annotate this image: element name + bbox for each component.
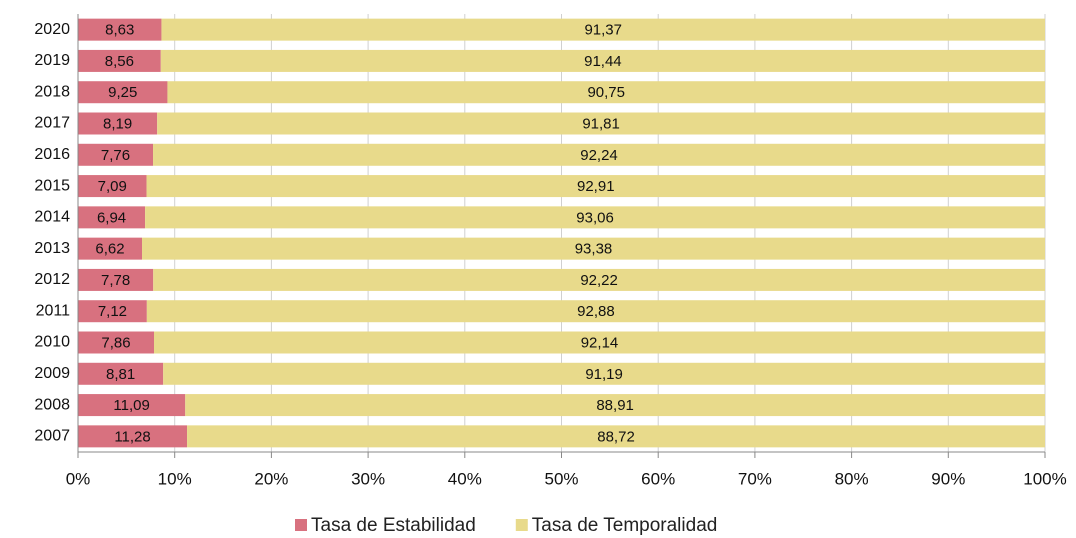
y-tick-label: 2010: [34, 334, 70, 351]
y-tick-label: 2018: [34, 83, 70, 100]
value-label: 7,78: [101, 272, 130, 289]
bar-segment: [78, 112, 158, 135]
y-tick-label: 2019: [34, 52, 70, 69]
x-tick-label: 30%: [351, 469, 385, 488]
bar-segment: [78, 362, 164, 385]
bar-segment: [78, 268, 154, 291]
value-label: 8,56: [105, 53, 134, 70]
x-tick-label: 80%: [835, 469, 869, 488]
y-tick-label: 2012: [34, 271, 70, 288]
x-tick-label: 100%: [1023, 469, 1066, 488]
value-label: 7,86: [101, 334, 130, 351]
bar-segment: [185, 394, 1045, 417]
bar-segment: [160, 49, 1045, 72]
bar-segment: [146, 300, 1045, 323]
y-tick-label: 2017: [34, 115, 70, 132]
bar-segment: [142, 237, 1046, 260]
legend-label: Tasa de Estabilidad: [311, 515, 476, 536]
value-label: 92,24: [580, 147, 618, 164]
x-tick-label: 90%: [931, 469, 965, 488]
bar-segment: [157, 112, 1046, 135]
value-label: 88,91: [596, 397, 634, 414]
legend-swatch: [515, 519, 528, 531]
value-label: 91,44: [584, 53, 622, 70]
bar-segment: [78, 81, 168, 104]
bar-segment: [78, 394, 186, 417]
value-label: 93,06: [576, 209, 614, 226]
value-label: 6,62: [95, 241, 124, 258]
value-label: 8,63: [105, 22, 134, 39]
x-tick-label: 20%: [254, 469, 288, 488]
legend-swatch: [295, 519, 307, 531]
bar-segment: [78, 18, 162, 41]
x-tick-label: 40%: [448, 469, 482, 488]
bar-segment: [163, 362, 1046, 385]
bar-segment: [78, 49, 161, 72]
bar-segment: [161, 18, 1046, 41]
value-label: 8,81: [106, 366, 135, 383]
x-tick-label: 0%: [66, 469, 91, 488]
bar-segment: [153, 268, 1045, 291]
bar-segment: [153, 143, 1046, 166]
value-label: 92,14: [581, 334, 619, 351]
bar-segment: [78, 331, 155, 354]
bar-segment: [154, 331, 1045, 354]
bar-segment: [78, 206, 146, 229]
bar-segment: [78, 237, 143, 260]
value-label: 92,88: [577, 303, 615, 320]
y-tick-label: 2011: [36, 302, 71, 319]
bar-segment: [78, 175, 147, 198]
value-label: 90,75: [587, 84, 625, 101]
bar-segment: [167, 81, 1045, 104]
y-tick-label: 2015: [34, 177, 70, 194]
legend-label: Tasa de Temporalidad: [532, 515, 718, 536]
x-tick-label: 60%: [641, 469, 675, 488]
value-label: 92,22: [580, 272, 618, 289]
value-label: 91,81: [582, 115, 620, 132]
bar-segment: [145, 206, 1045, 229]
value-label: 11,09: [113, 397, 149, 414]
x-tick-label: 70%: [738, 469, 772, 488]
value-label: 92,91: [577, 178, 615, 195]
y-tick-label: 2013: [34, 240, 70, 257]
y-tick-label: 2007: [34, 428, 70, 445]
value-label: 7,12: [98, 303, 127, 320]
y-tick-label: 2016: [34, 146, 70, 163]
value-label: 6,94: [97, 209, 126, 226]
y-tick-label: 2014: [34, 209, 70, 226]
y-tick-label: 2009: [34, 365, 70, 382]
bar-segment: [78, 300, 147, 323]
bar-segment: [78, 425, 188, 448]
y-tick-label: 2008: [34, 396, 70, 413]
value-label: 93,38: [575, 241, 613, 258]
value-label: 7,09: [98, 178, 127, 195]
value-label: 11,28: [114, 428, 150, 445]
value-label: 9,25: [108, 84, 137, 101]
value-label: 8,19: [103, 115, 132, 132]
x-tick-label: 10%: [158, 469, 192, 488]
x-tick-label: 50%: [544, 469, 578, 488]
value-label: 88,72: [597, 428, 635, 445]
value-label: 7,76: [101, 147, 130, 164]
bar-segment: [187, 425, 1045, 448]
value-label: 91,19: [585, 366, 623, 383]
value-label: 91,37: [584, 22, 622, 39]
bar-segment: [78, 143, 154, 166]
bar-segment: [146, 175, 1045, 198]
y-tick-label: 2020: [34, 21, 70, 38]
